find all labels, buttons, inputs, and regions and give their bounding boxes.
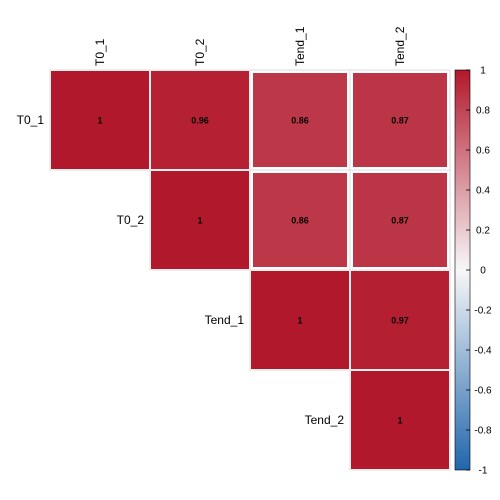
cell-value-T0_1-T0_2: 0.96 bbox=[191, 116, 209, 126]
row-label-Tend_2: Tend_2 bbox=[305, 413, 345, 427]
cell-T0_1-T0_1 bbox=[51, 71, 149, 169]
cell-T0_2-Tend_1 bbox=[253, 173, 347, 267]
row-label-T0_1: T0_1 bbox=[17, 113, 45, 127]
cell-value-T0_1-Tend_1: 0.86 bbox=[291, 116, 309, 126]
cell-T0_1-Tend_1 bbox=[253, 73, 347, 167]
colorbar-tick-label: 1 bbox=[480, 66, 486, 77]
colorbar-tick-label: -1 bbox=[479, 466, 488, 477]
colorbar-tick-label: -0.2 bbox=[474, 306, 492, 317]
cell-value-Tend_1-Tend_2: 0.97 bbox=[391, 316, 409, 326]
cell-Tend_1-Tend_2 bbox=[351, 271, 449, 369]
cell-T0_2-T0_2 bbox=[151, 171, 249, 269]
axis-labels: T0_1 T0_2 Tend_1 Tend_2 T0_1 T0_2 Tend_1 Tend_2 bbox=[17, 26, 407, 427]
column-label-T0_1: T0_1 bbox=[93, 38, 107, 66]
cell-value-T0_2-Tend_2: 0.87 bbox=[391, 216, 409, 226]
cell-value-T0_2-Tend_1: 0.86 bbox=[291, 216, 309, 226]
row-label-T0_2: T0_2 bbox=[117, 213, 145, 227]
cell-T0_2-Tend_2 bbox=[353, 173, 447, 267]
colorbar-tick-label: 0.4 bbox=[476, 186, 490, 197]
cell-value-T0_2-T0_2: 1 bbox=[197, 216, 202, 226]
colorbar-tick-label: 0.8 bbox=[476, 106, 490, 117]
colorbar-tick-label: 0.6 bbox=[476, 146, 490, 157]
colorbar-tick-label: -0.4 bbox=[474, 346, 492, 357]
cell-value-Tend_2-Tend_2: 1 bbox=[397, 416, 402, 426]
grid-layer: 1 0.96 0.86 0.87 1 0.86 0.87 1 0.97 1 bbox=[49, 69, 451, 471]
colorbar-tick-label: -0.6 bbox=[474, 386, 492, 397]
cell-T0_1-Tend_2 bbox=[353, 73, 447, 167]
colorbar-tick-label: -0.8 bbox=[474, 426, 492, 437]
cell-T0_1-T0_2 bbox=[151, 71, 249, 169]
cell-Tend_2-Tend_2 bbox=[351, 371, 449, 469]
column-label-Tend_1: Tend_1 bbox=[293, 26, 307, 66]
cell-value-Tend_1-Tend_1: 1 bbox=[297, 316, 302, 326]
colorbar-tick-label: 0.2 bbox=[476, 226, 490, 237]
colorbar: 1 0.8 0.6 0.4 0.2 0 -0.2 -0.4 -0.6 -0.8 -1 bbox=[454, 66, 492, 477]
cell-value-T0_1-Tend_2: 0.87 bbox=[391, 116, 409, 126]
row-label-Tend_1: Tend_1 bbox=[205, 313, 245, 327]
cell-value-T0_1-T0_1: 1 bbox=[97, 116, 102, 126]
cell-Tend_1-Tend_1 bbox=[251, 271, 349, 369]
column-label-Tend_2: Tend_2 bbox=[393, 26, 407, 66]
column-label-T0_2: T0_2 bbox=[193, 38, 207, 66]
colorbar-tick-label: 0 bbox=[480, 266, 486, 277]
